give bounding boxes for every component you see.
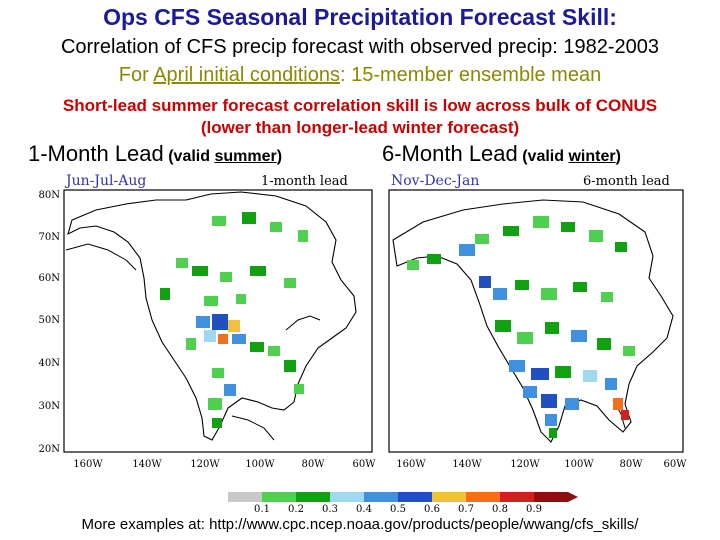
- lead-2-valid-pre: (valid: [522, 148, 569, 165]
- colorbar-tick: 0.9: [526, 504, 542, 514]
- colorbar-swatches: [228, 492, 578, 502]
- map-2-lon-120w: 120W: [510, 459, 540, 470]
- colorbar-tick: 0.4: [356, 504, 372, 514]
- map-1-lon-160w: 160W: [73, 459, 103, 470]
- map-2-lon-100w: 100W: [564, 459, 594, 470]
- lead-2-season: winter: [568, 148, 616, 165]
- colorbar-swatch: [466, 492, 500, 502]
- map-1-lat-30n: 30N: [39, 401, 61, 412]
- map-1-skill-cells: [160, 212, 308, 428]
- map-1-lon-labels: 160W 140W 120W 100W 80W 60W: [73, 459, 376, 470]
- map-1-lat-70n: 70N: [39, 232, 61, 243]
- map-1-lat-80n: 80N: [39, 190, 61, 201]
- colorbar-end-arrow: [568, 492, 578, 502]
- page-title: Ops CFS Seasonal Precipitation Forecast …: [103, 4, 617, 30]
- map-1-lon-80w: 80W: [301, 459, 325, 470]
- map-2-lon-140w: 140W: [452, 459, 482, 470]
- colorbar-swatch: [296, 492, 330, 502]
- colorbar-tick: 0.1: [254, 504, 270, 514]
- lead-1-valid-post: ): [276, 148, 283, 165]
- lead-label-1month: 1-Month Lead (valid summer): [28, 141, 282, 167]
- colorbar-tick: 0.7: [458, 504, 474, 514]
- map-1-lead-label: 1-month lead: [261, 174, 348, 189]
- lead-2-valid: (valid winter): [522, 148, 621, 165]
- lead-2-title: 6-Month Lead: [382, 141, 518, 166]
- colorbar-swatch: [534, 492, 568, 502]
- map-2-lead-label: 6-month lead: [583, 174, 670, 189]
- map-2-skill-cells: [407, 216, 635, 438]
- map-1-lon-140w: 140W: [132, 459, 162, 470]
- map-2-season-label: Nov-Dec-Jan: [391, 173, 479, 189]
- map-2-lon-160w: 160W: [396, 459, 426, 470]
- lead-1-valid: (valid summer): [168, 148, 282, 165]
- colorbar-swatch: [398, 492, 432, 502]
- colorbar-swatch: [330, 492, 364, 502]
- subtitle-prefix: For: [118, 64, 154, 86]
- subtitle-line-1: Correlation of CFS precip forecast with …: [60, 36, 660, 58]
- subtitle-line-2: For April initial conditions: 15-member …: [0, 64, 720, 87]
- colorbar-tick: 0.3: [322, 504, 338, 514]
- map-1-lon-100w: 100W: [245, 459, 275, 470]
- colorbar-swatch: [500, 492, 534, 502]
- map-1-lon-60w: 60W: [352, 459, 376, 470]
- subtitle-initial-conditions: April initial conditions: [153, 64, 340, 86]
- map-1-lat-40n: 40N: [39, 358, 61, 369]
- colorbar-tick: 0.6: [424, 504, 440, 514]
- subtitle-suffix: : 15-member ensemble mean: [339, 64, 602, 86]
- skill-map-6month: Nov-Dec-Jan 6-month lead: [388, 173, 687, 470]
- footer-link-text: More examples at: http://www.cpc.ncep.no…: [81, 516, 639, 533]
- note-line-1: Short-lead summer forecast correlation s…: [62, 96, 658, 115]
- map-1-lat-50n: 50N: [39, 315, 61, 326]
- lead-1-valid-pre: (valid: [168, 148, 215, 165]
- colorbar-ticks: 0.1 0.2 0.3 0.4 0.5 0.6 0.7 0.8 0.9: [254, 504, 542, 514]
- map-2-lon-60w: 60W: [663, 459, 687, 470]
- map-1-lat-labels: 80N 70N 60N 50N 40N 30N 20N: [39, 190, 61, 455]
- map-1-season-label: Jun-Jul-Aug: [64, 173, 146, 189]
- colorbar-tick: 0.5: [390, 504, 406, 514]
- map-1-lat-60n: 60N: [39, 273, 61, 284]
- skill-map-1month: Jun-Jul-Aug 1-month lead: [39, 173, 376, 470]
- colorbar-tick: 0.8: [492, 504, 508, 514]
- correlation-colorbar: 0.1 0.2 0.3 0.4 0.5 0.6 0.7 0.8 0.9: [228, 492, 578, 514]
- colorbar-swatch: [228, 492, 262, 502]
- colorbar-swatch: [262, 492, 296, 502]
- colorbar-swatch: [432, 492, 466, 502]
- lead-1-title: 1-Month Lead: [28, 141, 164, 166]
- lead-1-season: summer: [214, 148, 277, 165]
- lead-2-valid-post: ): [615, 148, 621, 165]
- colorbar-swatch: [364, 492, 398, 502]
- lead-label-6month: 6-Month Lead (valid winter): [382, 141, 621, 167]
- map-2-lon-labels: 160W 140W 120W 100W 80W 60W: [396, 459, 687, 470]
- colorbar-tick: 0.2: [288, 504, 304, 514]
- map-1-lat-20n: 20N: [39, 444, 61, 455]
- map-1-lon-120w: 120W: [190, 459, 220, 470]
- map-2-lon-80w: 80W: [619, 459, 643, 470]
- note-line-2: (lower than longer-lead winter forecast): [200, 118, 520, 137]
